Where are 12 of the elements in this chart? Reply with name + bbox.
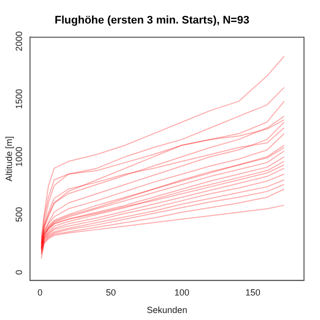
x-axis-title: Sekunden (146, 305, 188, 316)
x-tick-label: 150 (245, 287, 260, 298)
y-tick-label: 2000 (14, 31, 24, 52)
chart-title: Flughöhe (ersten 3 min. Starts), N=93 (54, 14, 250, 27)
y-tick-label: 0 (14, 270, 24, 275)
x-tick-label: 100 (174, 287, 190, 298)
y-axis-title: Altitude [m] (4, 136, 14, 182)
y-tick-label: 1500 (14, 88, 24, 110)
x-tick-label: 50 (106, 287, 116, 298)
x-tick-label: 0 (37, 287, 42, 298)
y-tick-label: 1000 (14, 146, 24, 167)
y-tick-label: 500 (14, 207, 24, 222)
